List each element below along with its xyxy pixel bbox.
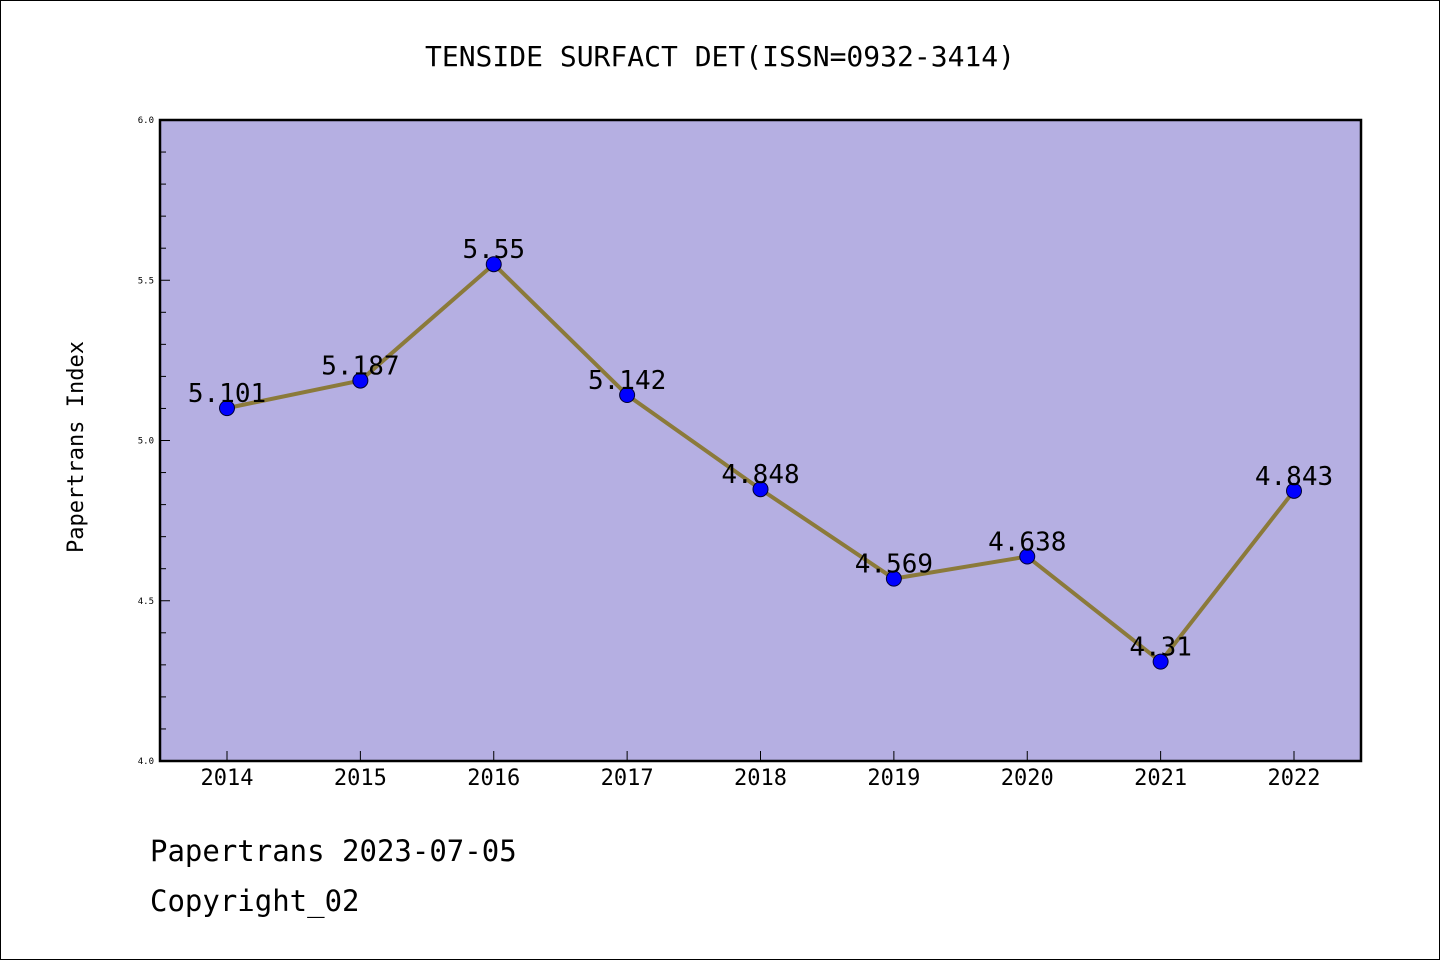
data-label-2016: 5.55 bbox=[462, 235, 525, 265]
data-point-2015 bbox=[352, 372, 369, 389]
data-label-2014: 5.101 bbox=[188, 379, 266, 409]
y-tick-label: 5.5 bbox=[138, 276, 154, 286]
y-tick-label: 6.0 bbox=[138, 116, 154, 126]
data-point-2019 bbox=[885, 570, 902, 587]
x-tick-label: 2020 bbox=[1001, 766, 1054, 791]
x-tick-label: 2017 bbox=[601, 766, 654, 791]
data-point-2014 bbox=[219, 400, 235, 417]
y-tick-label: 4.5 bbox=[138, 597, 154, 607]
data-point-2018 bbox=[752, 481, 769, 498]
x-tick-label: 2014 bbox=[201, 766, 254, 791]
data-label-2015: 5.187 bbox=[321, 352, 399, 382]
data-point-2017 bbox=[619, 386, 636, 403]
data-labels: 5.101 5.187 5.55 5.142 4.848 4.569 4.638 4.31 4.… bbox=[188, 235, 1333, 662]
y-axis-label: Papertrans Index bbox=[64, 341, 89, 553]
footer-date: Papertrans 2023-07-05 bbox=[150, 834, 517, 868]
data-label-2021: 4.31 bbox=[1129, 633, 1192, 663]
x-tick-label: 2018 bbox=[734, 766, 787, 791]
x-tick-label: 2016 bbox=[467, 766, 520, 791]
x-tick-label: 2019 bbox=[867, 766, 920, 791]
data-point-2022 bbox=[1286, 482, 1302, 499]
data-label-2019: 4.569 bbox=[855, 550, 933, 580]
data-label-2022: 4.843 bbox=[1255, 462, 1333, 492]
data-label-2018: 4.848 bbox=[721, 460, 799, 490]
chart-title: TENSIDE SURFACT DET(ISSN=0932-3414) bbox=[425, 40, 1015, 73]
data-point-2021 bbox=[1152, 653, 1169, 670]
x-tick-label: 2022 bbox=[1268, 766, 1321, 791]
data-label-2017: 5.142 bbox=[588, 366, 666, 396]
footer-copyright: Copyright_02 bbox=[150, 884, 360, 918]
x-tick-label: 2021 bbox=[1134, 766, 1187, 791]
plot-area bbox=[160, 120, 1361, 761]
y-tick-label: 4.0 bbox=[138, 757, 154, 767]
data-markers bbox=[219, 256, 1302, 670]
data-point-2020 bbox=[1019, 548, 1036, 565]
data-point-2016 bbox=[485, 256, 502, 273]
y-tick-label: 5.0 bbox=[138, 437, 154, 447]
plot-border bbox=[158, 118, 1363, 763]
x-axis: 2014 2015 2016 2017 2018 2019 2020 2021 2022 bbox=[201, 751, 1321, 791]
data-label-2020: 4.638 bbox=[988, 528, 1066, 558]
x-tick-label: 2015 bbox=[334, 766, 387, 791]
